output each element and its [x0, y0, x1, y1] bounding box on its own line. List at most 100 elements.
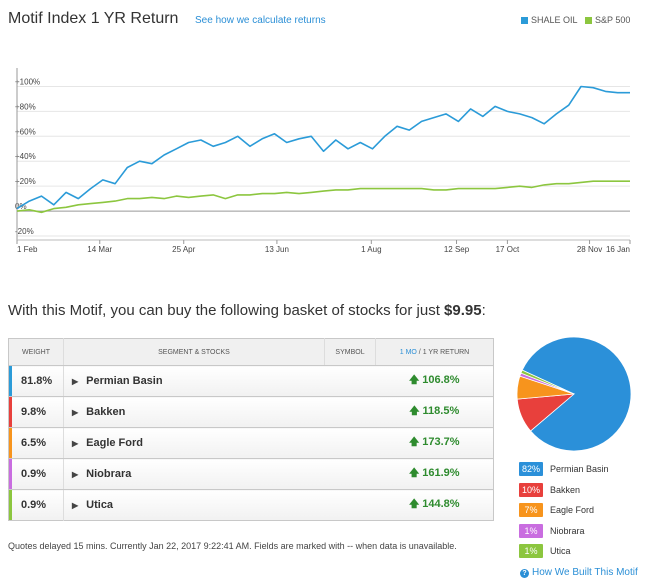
x-tick-label: 17 Oct: [496, 245, 520, 254]
x-tick-label: 14 Mar: [87, 245, 112, 254]
weight-cell: 6.5%: [8, 427, 64, 459]
segment-cell[interactable]: ▶ Permian Basin: [63, 365, 325, 397]
return-cell: 🡅 173.7%: [375, 427, 494, 459]
table-row[interactable]: 6.5% ▶ Eagle Ford 🡅 173.7%: [8, 427, 494, 459]
pie-legend-item: 1% Utica: [519, 544, 571, 558]
return-value: 106.8%: [422, 373, 460, 386]
segment-cell[interactable]: ▶ Niobrara: [63, 458, 325, 490]
question-icon: ?: [520, 569, 529, 578]
header-symbol: SYMBOL: [324, 338, 376, 366]
pie-legend-label: Utica: [550, 546, 571, 556]
calculate-returns-link[interactable]: See how we calculate returns: [195, 15, 326, 26]
x-tick-label: 16 Jan: [606, 245, 630, 254]
return-line-chart: +100%+80%+60%+40%+20%0%-20%1 Feb 14 Mar 25…: [15, 68, 631, 254]
return-value: 173.7%: [422, 435, 460, 448]
return-value: 144.8%: [422, 497, 460, 510]
header-weight[interactable]: WEIGHT: [8, 338, 64, 366]
x-tick-label: 13 Jun: [265, 245, 289, 254]
up-arrow-icon: 🡅: [408, 374, 420, 386]
segment-name: Utica: [86, 499, 114, 511]
allocation-pie-chart: [516, 336, 632, 452]
header-segment: SEGMENT & STOCKS: [63, 338, 325, 366]
chart-title: Motif Index 1 YR Return: [8, 10, 179, 27]
pie-legend-item: 1% Niobrara: [519, 523, 585, 538]
basket-price: $9.95: [444, 302, 482, 319]
expand-caret-icon[interactable]: ▶: [72, 501, 79, 510]
up-arrow-icon: 🡅: [408, 436, 420, 448]
legend-sp500: S&P 500: [585, 15, 630, 25]
header-return: 1 MO / 1 YR RETURN: [375, 338, 494, 366]
segment-color-bar: [9, 366, 12, 396]
pie-legend-label: Bakken: [550, 484, 581, 495]
legend-label: SHALE OIL: [531, 15, 578, 25]
pie-legend-item: 7% Eagle Ford: [519, 503, 594, 517]
return-cell: 🡅 161.9%: [375, 458, 494, 490]
series-line-s-p-500: [16, 180, 630, 214]
expand-caret-icon[interactable]: ▶: [72, 408, 79, 417]
segment-name: Niobrara: [86, 468, 132, 480]
segment-color-bar: [9, 428, 12, 458]
segment-color-bar: [9, 397, 12, 427]
weight-value: 6.5%: [21, 437, 47, 449]
pie-legend-item: 82% Permian Basin: [519, 462, 609, 476]
x-tick-label: 1 Feb: [17, 245, 38, 254]
legend-label: S&P 500: [595, 15, 631, 25]
how-we-built-label: How We Built This Motif: [532, 567, 638, 578]
how-we-built-link[interactable]: ? How We Built This Motif: [520, 567, 638, 578]
expand-caret-icon[interactable]: ▶: [72, 439, 79, 448]
pie-legend-item: 10% Bakken: [519, 482, 581, 497]
table-row[interactable]: 81.8% ▶ Permian Basin 🡅 106.8%: [8, 365, 494, 397]
pie-legend-label: Permian Basin: [550, 464, 609, 474]
expand-caret-icon[interactable]: ▶: [72, 377, 79, 386]
segment-color-bar: [9, 490, 12, 520]
symbol-cell: [324, 396, 376, 428]
y-tick-label: +40%: [15, 152, 36, 161]
symbol-cell: [324, 489, 376, 521]
series-line-shale-oil: [16, 85, 630, 210]
y-tick-label: +60%: [15, 127, 36, 136]
table-header-row: WEIGHT SEGMENT & STOCKS SYMBOL 1 MO / 1 …: [8, 338, 494, 366]
segment-color-bar: [9, 459, 12, 489]
segment-name: Bakken: [86, 406, 126, 418]
symbol-cell: [324, 365, 376, 397]
pie-legend-badge: 1%: [519, 544, 543, 558]
stock-table: WEIGHT SEGMENT & STOCKS SYMBOL 1 MO / 1 …: [8, 338, 494, 521]
x-tick-label: 12 Sep: [444, 245, 470, 254]
return-1mo-toggle[interactable]: 1 MO: [399, 348, 417, 356]
buy-basket-text: With this Motif, you can buy the followi…: [8, 302, 486, 319]
x-tick-label: 25 Apr: [172, 245, 195, 254]
pie-legend-badge: 10%: [519, 482, 543, 497]
table-row[interactable]: 0.9% ▶ Utica 🡅 144.8%: [8, 489, 494, 521]
pie-legend-label: Niobrara: [550, 525, 585, 536]
return-cell: 🡅 106.8%: [375, 365, 494, 397]
up-arrow-icon: 🡅: [409, 405, 420, 417]
segment-cell[interactable]: ▶ Utica: [63, 489, 325, 521]
weight-cell: 81.8%: [8, 365, 64, 397]
expand-caret-icon[interactable]: ▶: [72, 470, 79, 479]
weight-value: 0.9%: [21, 468, 47, 480]
quotes-footnote: Quotes delayed 15 mins. Currently Jan 22…: [8, 541, 457, 551]
return-cell: 🡅 144.8%: [375, 489, 494, 521]
buy-text: With this Motif, you can buy the followi…: [8, 302, 445, 319]
weight-value: 9.8%: [21, 406, 47, 418]
pie-legend-badge: 1%: [519, 523, 543, 538]
return-value: 118.5%: [422, 404, 460, 417]
segment-name: Permian Basin: [86, 375, 163, 387]
segment-cell[interactable]: ▶ Bakken: [63, 396, 325, 428]
return-value: 161.9%: [422, 466, 460, 479]
table-row[interactable]: 0.9% ▶ Niobrara 🡅 161.9%: [8, 458, 494, 490]
weight-value: 81.8%: [21, 375, 53, 387]
y-tick-label: +20%: [15, 177, 36, 186]
legend-swatch-icon: [521, 16, 528, 24]
table-row[interactable]: 9.8% ▶ Bakken 🡅 118.5%: [8, 396, 494, 428]
legend-shale-oil: SHALE OIL: [521, 15, 578, 25]
weight-value: 0.9%: [21, 499, 47, 511]
x-tick-label: 1 Aug: [361, 245, 381, 254]
return-1yr-label: / 1 YR RETURN: [416, 348, 470, 356]
segment-name: Eagle Ford: [86, 437, 143, 449]
weight-cell: 9.8%: [8, 396, 64, 428]
x-tick-label: 28 Nov: [577, 245, 602, 254]
legend-swatch-icon: [585, 16, 592, 24]
pie-slice-utica: [520, 369, 575, 395]
segment-cell[interactable]: ▶ Eagle Ford: [63, 427, 325, 459]
